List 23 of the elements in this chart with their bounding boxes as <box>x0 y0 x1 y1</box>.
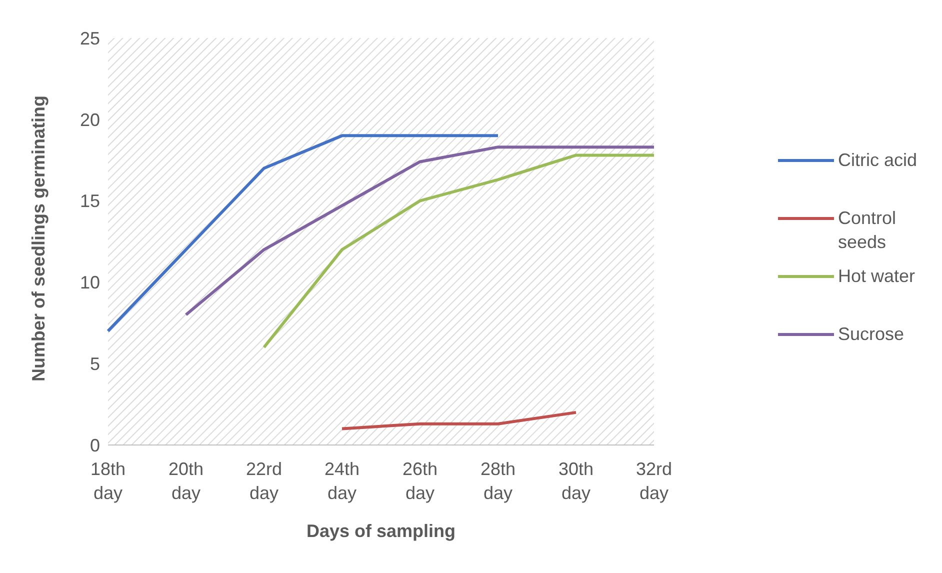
legend-label: Control seeds <box>838 207 898 254</box>
line-series <box>184 146 656 316</box>
x-tick-label: 24th day <box>324 459 360 503</box>
x-tick-label: 20th day <box>168 459 204 503</box>
y-tick-label: 5 <box>90 354 100 374</box>
x-tick-label: 32rd day <box>636 459 672 503</box>
x-tick-label: 22rd day <box>246 459 282 503</box>
x-tick-label: 30th day <box>558 459 594 503</box>
x-tick-label: 26th day <box>402 459 438 503</box>
y-tick-label: 25 <box>80 28 100 48</box>
x-axis-title: Days of sampling <box>306 521 456 541</box>
y-tick-label: 10 <box>80 272 100 293</box>
x-tick-label: 28th day <box>480 459 516 503</box>
y-tick-label: 0 <box>90 435 100 456</box>
legend-label: Hot water <box>838 265 916 288</box>
y-tick-label: 15 <box>80 191 100 212</box>
legend-label: Citric acid <box>838 149 918 172</box>
y-tick-label: 20 <box>80 110 100 130</box>
line-series <box>106 134 500 333</box>
legend-label: Sucrose <box>838 323 906 346</box>
y-axis-title: Number of seedlings germinating <box>28 95 48 382</box>
x-tick-label: 18th day <box>90 459 126 503</box>
line-series <box>262 154 656 349</box>
